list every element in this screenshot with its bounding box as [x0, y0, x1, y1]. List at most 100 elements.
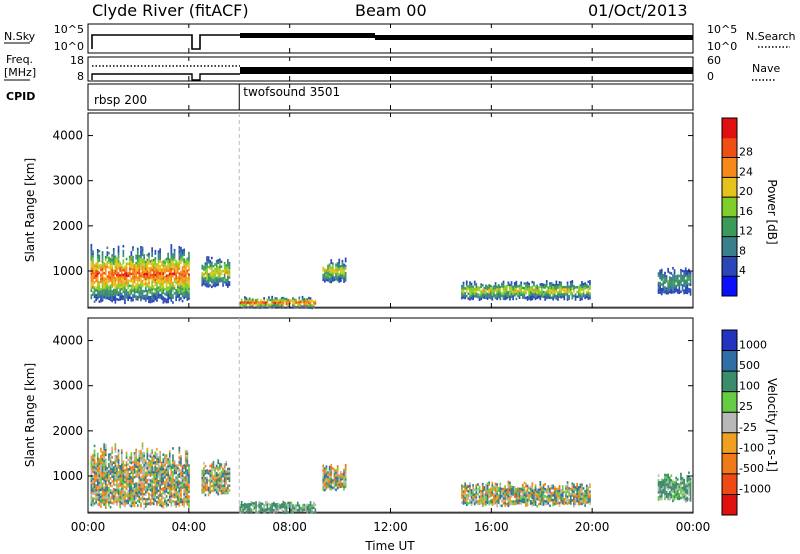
data-cell	[154, 485, 157, 488]
data-cell	[325, 479, 328, 483]
data-cell	[282, 500, 285, 504]
data-cell	[587, 500, 590, 504]
data-cell	[101, 272, 104, 276]
data-cell	[178, 284, 181, 287]
data-cell	[133, 492, 136, 496]
data-cell	[140, 466, 142, 469]
data-cell	[529, 490, 532, 493]
data-cell	[217, 476, 220, 479]
data-cell	[117, 451, 120, 455]
data-cell	[128, 477, 131, 481]
data-cell	[146, 471, 149, 475]
data-cell	[162, 265, 165, 268]
data-cell	[176, 266, 179, 269]
data-cell	[555, 297, 558, 300]
data-cell	[577, 285, 580, 289]
data-cell	[143, 275, 145, 279]
data-cell	[183, 260, 185, 264]
data-cell	[154, 480, 157, 483]
data-cell	[173, 488, 176, 492]
data-cell	[253, 507, 256, 510]
data-cell	[119, 293, 121, 296]
data-cell	[582, 285, 585, 288]
data-cell	[103, 448, 105, 451]
data-cell	[585, 293, 588, 296]
data-cell	[497, 499, 500, 502]
data-cell	[683, 289, 685, 292]
data-cell	[220, 489, 223, 493]
data-cell	[127, 501, 129, 505]
data-cell	[330, 483, 333, 486]
data-cell	[539, 500, 542, 503]
data-cell	[657, 481, 660, 485]
data-cell	[336, 264, 339, 267]
data-cell	[327, 485, 329, 489]
data-cell	[558, 489, 561, 493]
data-cell	[670, 289, 673, 292]
data-cell	[488, 284, 490, 287]
data-cell	[157, 260, 160, 263]
data-cell	[228, 470, 231, 473]
data-cell	[181, 275, 184, 279]
data-cell	[330, 266, 333, 269]
data-cell	[539, 483, 542, 486]
data-cell	[98, 457, 101, 461]
data-cell	[143, 454, 145, 457]
data-cell	[96, 273, 99, 276]
data-cell	[496, 488, 498, 491]
power-y-axis-label: Slant Range [km]	[23, 158, 37, 262]
data-cell	[505, 495, 508, 499]
data-cell	[665, 486, 668, 489]
data-cell	[328, 473, 331, 476]
data-cell	[507, 295, 510, 299]
data-cell	[178, 289, 181, 292]
data-cell	[125, 289, 128, 292]
data-cell	[219, 260, 221, 264]
data-cell	[217, 490, 220, 493]
data-cell	[467, 287, 470, 291]
data-cell	[100, 483, 102, 487]
data-cell	[203, 469, 205, 472]
data-cell	[148, 466, 150, 469]
data-cell	[481, 494, 484, 498]
data-cell	[576, 485, 578, 488]
data-cell	[90, 470, 93, 473]
data-cell	[138, 493, 141, 496]
data-cell	[496, 504, 498, 508]
data-cell	[325, 467, 328, 471]
data-cell	[330, 480, 333, 484]
n-sky-trace-early	[91, 34, 240, 50]
data-cell	[328, 280, 331, 283]
data-cell	[168, 483, 171, 487]
data-cell	[327, 483, 329, 486]
data-cell	[184, 474, 187, 477]
data-cell	[135, 475, 137, 478]
data-cell	[657, 291, 660, 294]
data-cell	[204, 272, 207, 275]
data-cell	[513, 490, 516, 494]
data-cell	[117, 459, 120, 462]
data-cell	[127, 468, 129, 471]
data-cell	[149, 296, 152, 299]
data-cell	[203, 462, 205, 465]
data-cell	[659, 490, 661, 494]
data-cell	[475, 292, 478, 296]
data-cell	[528, 287, 530, 291]
data-cell	[154, 477, 157, 481]
data-cell	[288, 504, 291, 507]
data-cell	[341, 267, 344, 270]
data-cell	[125, 454, 128, 457]
data-cell	[248, 302, 251, 305]
data-cell	[341, 262, 344, 265]
data-cell	[96, 251, 99, 254]
data-cell	[537, 495, 540, 499]
data-cell	[672, 480, 674, 483]
data-cell	[186, 493, 189, 496]
data-cell	[92, 453, 94, 457]
data-cell	[561, 492, 564, 495]
data-cell	[589, 294, 591, 297]
data-cell	[272, 508, 275, 512]
data-cell	[664, 478, 666, 481]
data-cell	[90, 472, 93, 475]
data-cell	[159, 460, 161, 464]
